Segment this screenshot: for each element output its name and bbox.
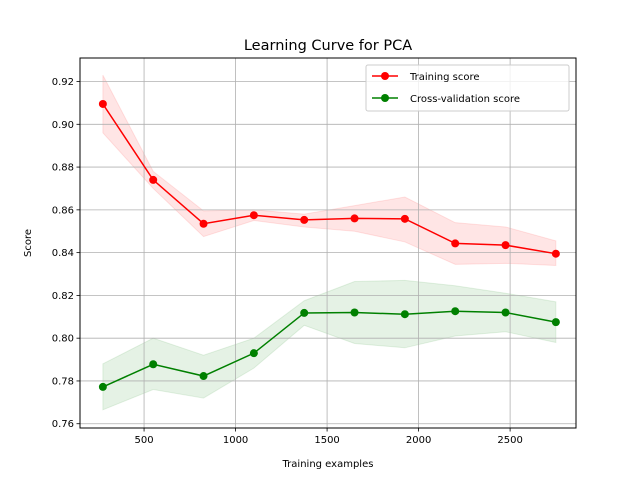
legend-box bbox=[365, 64, 570, 112]
data-point-series-1 bbox=[98, 382, 107, 391]
data-point-series-0 bbox=[551, 249, 560, 258]
data-point-series-1 bbox=[501, 308, 510, 317]
x-tick-label: 2000 bbox=[406, 435, 431, 446]
y-tick-label: 0.88 bbox=[52, 163, 74, 174]
data-point-series-1 bbox=[249, 349, 258, 358]
x-tick-label: 2500 bbox=[497, 435, 522, 446]
legend-marker-0 bbox=[381, 72, 389, 80]
x-axis-label: Training examples bbox=[282, 459, 374, 470]
y-tick-label: 0.84 bbox=[52, 248, 74, 259]
series-line-0 bbox=[102, 103, 556, 255]
series-line-1 bbox=[102, 310, 557, 388]
data-point-series-0 bbox=[400, 214, 409, 223]
y-tick-label: 0.80 bbox=[52, 334, 74, 345]
data-point-series-0 bbox=[451, 239, 460, 248]
band-series-0 bbox=[102, 74, 557, 266]
x-tick-label: 500 bbox=[135, 435, 154, 446]
x-tick-label: 1000 bbox=[223, 435, 248, 446]
y-tick-label: 0.92 bbox=[52, 77, 74, 88]
data-point-series-0 bbox=[501, 241, 510, 250]
data-point-series-0 bbox=[249, 211, 258, 220]
data-point-series-0 bbox=[98, 99, 107, 108]
y-tick-label: 0.76 bbox=[52, 419, 74, 430]
data-point-series-1 bbox=[199, 372, 208, 381]
legend-label-1: Cross-validation score bbox=[410, 94, 520, 105]
y-tick-label: 0.86 bbox=[52, 205, 74, 216]
data-point-series-0 bbox=[199, 219, 208, 228]
grid-lines bbox=[80, 58, 576, 428]
data-point-series-1 bbox=[350, 308, 359, 317]
data-point-series-0 bbox=[300, 215, 309, 224]
data-point-series-1 bbox=[300, 308, 309, 317]
series-lines bbox=[98, 99, 560, 391]
confidence-bands bbox=[102, 74, 557, 411]
y-tick-label: 0.90 bbox=[52, 120, 74, 131]
x-axis-ticks: 500 1000 1500 2000 2500 bbox=[135, 428, 523, 446]
data-point-series-1 bbox=[451, 307, 460, 316]
data-point-series-1 bbox=[551, 318, 560, 327]
data-point-series-1 bbox=[149, 360, 158, 369]
y-axis-ticks: 0.76 0.78 0.80 0.82 0.84 0.86 0.88 0.90 0.92 bbox=[52, 77, 80, 430]
legend: Training score Cross-validation score bbox=[365, 64, 570, 112]
legend-label-0: Training score bbox=[409, 72, 480, 83]
y-tick-label: 0.82 bbox=[52, 291, 74, 302]
band-series-1 bbox=[102, 279, 557, 411]
data-point-series-1 bbox=[400, 310, 409, 319]
y-tick-label: 0.78 bbox=[52, 376, 74, 387]
y-axis-label: Score bbox=[23, 229, 34, 257]
data-point-series-0 bbox=[149, 175, 158, 184]
data-point-series-0 bbox=[350, 214, 359, 223]
plot-frame bbox=[79, 57, 577, 429]
chart-title: Learning Curve for PCA bbox=[244, 38, 412, 54]
legend-marker-1 bbox=[381, 94, 389, 102]
x-tick-label: 1500 bbox=[314, 435, 339, 446]
